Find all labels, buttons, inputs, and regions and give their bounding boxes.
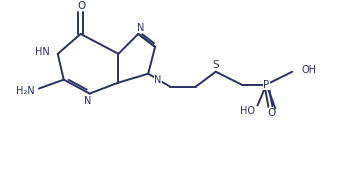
Text: O: O — [267, 108, 276, 118]
Text: HN: HN — [35, 47, 50, 57]
Text: S: S — [213, 60, 219, 70]
Text: P: P — [263, 80, 270, 90]
Text: N: N — [137, 23, 144, 33]
Text: O: O — [77, 1, 86, 11]
Text: H₂N: H₂N — [16, 86, 35, 96]
Text: OH: OH — [301, 65, 316, 75]
Text: N: N — [155, 75, 162, 85]
Text: N: N — [84, 96, 91, 106]
Text: HO: HO — [240, 106, 256, 116]
